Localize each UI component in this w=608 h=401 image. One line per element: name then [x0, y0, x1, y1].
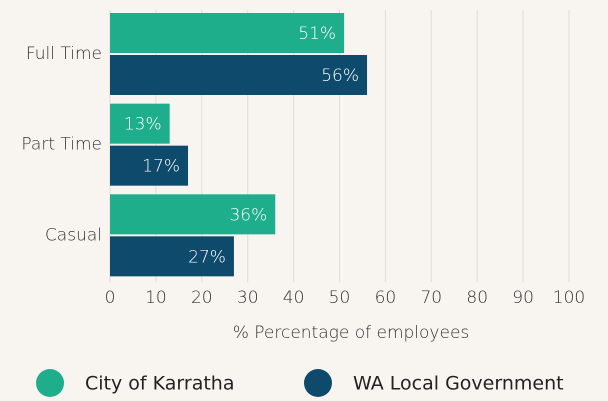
y-tick-label: Part Time [21, 135, 102, 155]
x-tick-label: 0 [105, 288, 116, 308]
x-tick-label: 60 [375, 288, 397, 308]
legend-label: WA Local Government [353, 373, 564, 395]
value-label: 17% [142, 157, 180, 177]
y-tick-label: Casual [45, 225, 102, 245]
y-tick-label: Full Time [26, 44, 102, 64]
x-tick-label: 10 [145, 288, 167, 308]
value-label: 13% [124, 115, 162, 135]
value-label: 27% [188, 247, 226, 267]
bar [110, 55, 368, 95]
value-label: 36% [229, 205, 267, 225]
x-tick-label: 30 [237, 288, 259, 308]
x-tick-label: 90 [512, 288, 534, 308]
x-tick-label: 100 [553, 288, 585, 308]
x-tick-label: 80 [466, 288, 488, 308]
legend-swatch [36, 369, 64, 397]
x-tick-label: 20 [191, 288, 213, 308]
value-label: 51% [298, 24, 336, 44]
x-axis-label: % Percentage of employees [233, 323, 470, 343]
x-tick-label: 50 [329, 288, 351, 308]
legend-swatch [304, 369, 332, 397]
bar [110, 145, 189, 186]
bar [110, 13, 345, 53]
value-label: 56% [321, 66, 359, 86]
bar [110, 236, 234, 277]
bar [110, 103, 170, 144]
bar [110, 194, 276, 235]
legend-label: City of Karratha [85, 373, 234, 395]
x-tick-label: 40 [283, 288, 305, 308]
x-tick-label: 70 [420, 288, 442, 308]
